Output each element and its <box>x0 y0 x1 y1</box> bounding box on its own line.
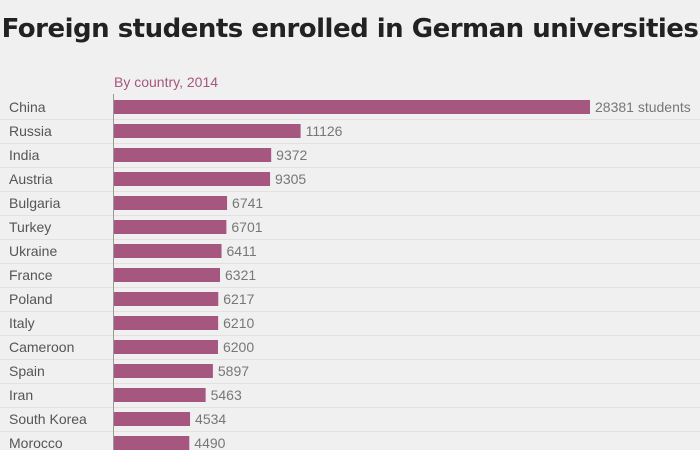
bar <box>114 196 228 210</box>
category-label: Turkey <box>9 219 51 235</box>
category-label: Poland <box>9 291 53 307</box>
bar <box>114 436 190 450</box>
value-label: 6217 <box>223 291 254 307</box>
bar <box>114 388 206 402</box>
category-label: India <box>9 147 40 163</box>
category-label: Spain <box>9 363 45 379</box>
value-label: 6200 <box>223 339 254 355</box>
bar <box>114 148 272 162</box>
value-label: 4534 <box>195 411 226 427</box>
bar <box>114 364 213 378</box>
value-label: 6411 <box>227 243 257 259</box>
bar <box>114 124 301 138</box>
category-label: China <box>9 99 46 115</box>
category-label: Russia <box>9 123 52 139</box>
category-label: Iran <box>9 387 33 403</box>
value-label: 6701 <box>231 219 262 235</box>
category-label: Ukraine <box>9 243 57 259</box>
value-label: 4490 <box>194 435 225 450</box>
bar <box>114 220 227 234</box>
value-label: 9372 <box>276 147 307 163</box>
bar <box>114 100 590 114</box>
category-label: Cameroon <box>9 339 74 355</box>
gridlines <box>0 119 700 432</box>
bar <box>114 244 222 258</box>
category-label: France <box>9 267 53 283</box>
category-label: Bulgaria <box>9 195 61 211</box>
bar <box>114 412 191 426</box>
value-label: 6741 <box>232 195 263 211</box>
chart-title: Foreign students enrolled in German univ… <box>1 14 699 44</box>
value-label: 28381 students <box>595 99 691 115</box>
category-label: Austria <box>9 171 53 187</box>
value-label: 6321 <box>225 267 256 283</box>
category-label: Italy <box>9 315 35 331</box>
value-label: 9305 <box>275 171 306 187</box>
category-label: South Korea <box>9 411 87 427</box>
bar <box>114 268 221 282</box>
bar <box>114 340 218 354</box>
value-label: 5463 <box>211 387 242 403</box>
chart-subtitle: By country, 2014 <box>114 74 218 90</box>
category-label: Morocco <box>9 435 63 450</box>
bar <box>114 172 271 186</box>
value-label: 11126 <box>306 123 343 139</box>
bar <box>114 316 219 330</box>
bar <box>114 292 219 306</box>
value-label: 5897 <box>218 363 249 379</box>
value-label: 6210 <box>223 315 254 331</box>
bars: China 28381 students Russia 11126 India 9372 A… <box>9 99 691 450</box>
